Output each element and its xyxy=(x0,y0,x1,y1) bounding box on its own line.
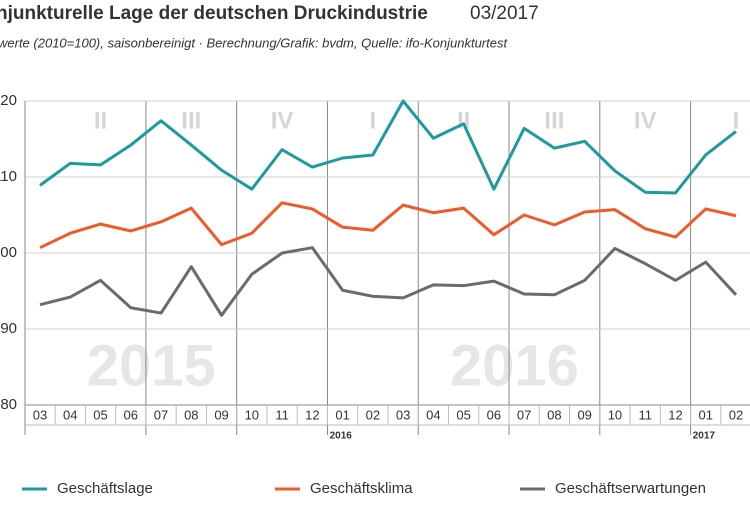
y-tick-label: 80 xyxy=(0,396,17,413)
quarter-label: III xyxy=(544,107,564,134)
x-tick-label: 12 xyxy=(305,407,319,422)
x-tick-label: 10 xyxy=(245,407,259,422)
year-label: 2016 xyxy=(330,431,353,442)
quarter-label: II xyxy=(94,107,107,134)
x-tick-label: 01 xyxy=(698,407,712,422)
year-watermark: 2015 xyxy=(87,333,216,398)
y-tick-label: 100 xyxy=(0,244,17,261)
series-line xyxy=(39,99,737,195)
quarter-label: IV xyxy=(634,107,657,134)
year-watermark: 2016 xyxy=(450,333,579,398)
x-tick-label: 03 xyxy=(33,407,47,422)
series-line xyxy=(39,201,737,250)
x-tick-label: 04 xyxy=(426,407,440,422)
x-tick-label: 07 xyxy=(517,407,531,422)
series-line xyxy=(39,246,738,317)
x-tick-label: 08 xyxy=(184,407,198,422)
legend-label: Geschäftslage xyxy=(57,480,153,497)
x-tick-label: 02 xyxy=(366,407,380,422)
x-tick-label: 04 xyxy=(63,407,77,422)
x-tick-label: 11 xyxy=(275,407,289,422)
y-tick-label: 110 xyxy=(0,168,17,185)
x-tick-label: 05 xyxy=(93,407,107,422)
x-tick-label: 11 xyxy=(638,407,652,422)
quarter-label: I xyxy=(370,107,377,134)
x-tick-label: 06 xyxy=(124,407,138,422)
y-tick-label: 120 xyxy=(0,92,17,109)
x-tick-label: 01 xyxy=(335,407,349,422)
y-tick-label: 90 xyxy=(0,320,17,337)
x-tick-label: 12 xyxy=(668,407,682,422)
quarter-label: II xyxy=(457,107,470,134)
x-tick-label: 02 xyxy=(729,407,743,422)
x-tick-label: 05 xyxy=(456,407,470,422)
year-label: 2017 xyxy=(693,431,716,442)
x-tick-label: 03 xyxy=(396,407,410,422)
x-tick-label: 08 xyxy=(547,407,561,422)
x-tick-label: 10 xyxy=(608,407,622,422)
chart-title: njunkturelle Lage der deutschen Druckind… xyxy=(0,3,428,24)
legend-label: Geschäftsklima xyxy=(310,480,413,497)
quarter-label: I xyxy=(733,107,740,134)
legend-label: Geschäftserwartungen xyxy=(555,480,706,497)
chart-title-date: 03/2017 xyxy=(470,3,539,24)
chart-subtitle: werte (2010=100), saisonbereinigt · Bere… xyxy=(0,35,508,50)
quarter-label: IV xyxy=(271,107,294,134)
x-tick-label: 09 xyxy=(577,407,591,422)
x-tick-label: 09 xyxy=(214,407,228,422)
x-tick-label: 06 xyxy=(487,407,501,422)
x-tick-label: 07 xyxy=(154,407,168,422)
quarter-label: III xyxy=(181,107,201,134)
